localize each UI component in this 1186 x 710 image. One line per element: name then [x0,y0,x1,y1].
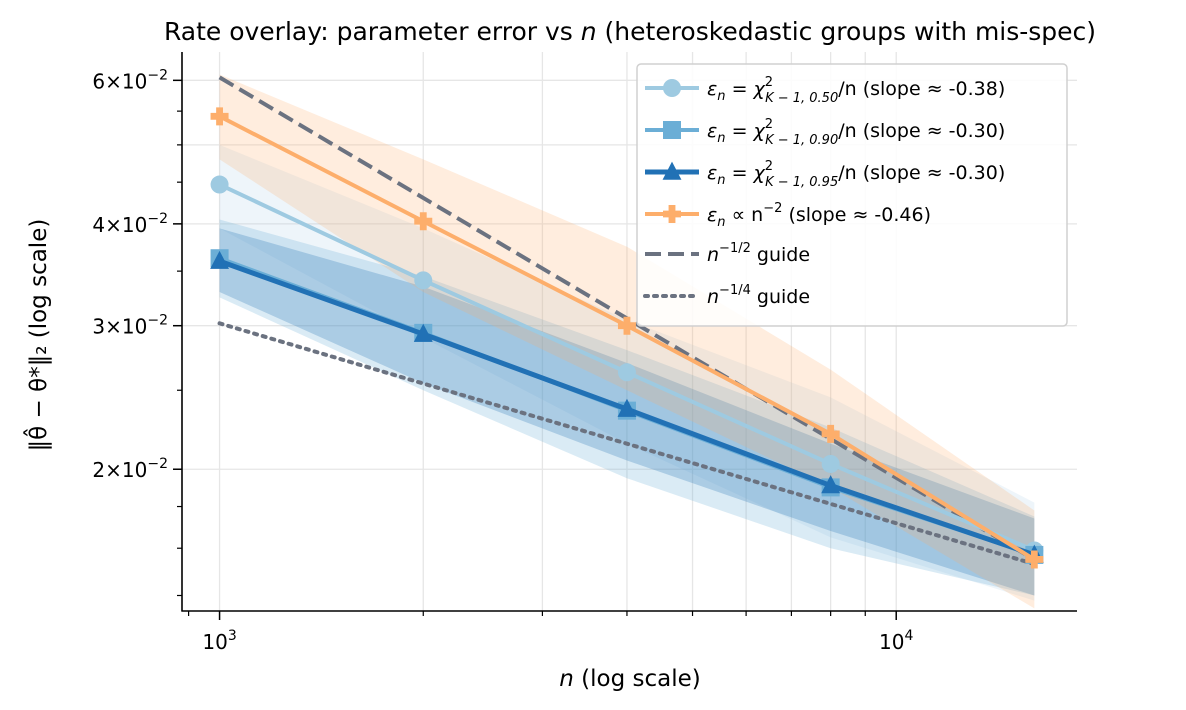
legend-chi: χ [753,162,766,184]
y-tick-exponent: −2 [147,313,168,329]
chart-title: Rate overlay: parameter error vs n (hete… [164,17,1096,46]
legend-sub-n: n [717,89,725,104]
y-axis-label: ‖θ̂ − θ*‖₂ (log scale) [23,219,52,452]
legend-box [636,63,1068,327]
legend-marker [663,121,681,139]
legend-sub: K − 1, 0.50 [765,91,838,106]
title-n: n [581,17,597,46]
y-tick-exponent: −2 [147,211,168,227]
legend-eq: = [726,162,754,184]
legend-sub: K − 1, 0.95 [765,175,838,190]
data-point [210,107,229,126]
x-axis-ticks: 103 104 [188,611,913,654]
y-tick-mantissa: 6×10 [92,69,147,93]
y-axis-ticks: 2×10−23×10−24×10−26×10−2 [92,67,182,597]
y-tick-label: 3×10−2 [92,313,168,339]
x-axis-label: n (log scale) [559,666,700,692]
legend-epsilon: ε [707,204,717,226]
legend-guide-n: n [707,286,719,308]
legend-sup-2: 2 [765,75,773,90]
legend-epsilon: ε [707,78,717,100]
legend-tail: /n (slope ≈ -0.30) [838,120,1005,142]
x-tick-exponent: 4 [904,628,913,644]
x-tick-mantissa: 10 [879,630,904,654]
legend-guide-label-2: n−1/4 guide [707,283,810,308]
y-tick-mantissa: 3×10 [92,315,147,339]
legend-marker [662,161,682,180]
legend-label-1: εn = χ2 K − 1, 0.50/n (slope ≈ -0.38) [707,75,1005,106]
legend-chi: χ [753,120,766,142]
x-tick-mantissa: 10 [202,630,227,654]
legend-guide-sup: −1/2 [719,241,751,256]
legend-sup-2: 2 [765,117,773,132]
legend-label-2: εn = χ2 K − 1, 0.90/n (slope ≈ -0.30) [707,117,1005,148]
legend: εn = χ2 K − 1, 0.50/n (slope ≈ -0.38)εn =… [636,63,1068,327]
legend-eq: = [726,120,754,142]
legend-sup-2: 2 [765,159,773,174]
legend-guide-n: n [707,244,719,266]
data-point [617,316,636,335]
legend-tail: /n (slope ≈ -0.38) [838,78,1005,100]
x-tick-label: 103 [202,628,236,654]
y-tick-exponent: −2 [147,67,168,83]
series-4 [210,107,1044,569]
x-label-n: n [559,666,574,692]
y-tick-mantissa: 2×10 [92,458,147,482]
data-point [1025,550,1044,569]
data-point [210,250,230,269]
title-text: Rate overlay: parameter error vs [164,17,581,46]
data-point [210,175,229,194]
legend-tail: /n (slope ≈ -0.30) [838,162,1005,184]
y-tick-label: 2×10−2 [92,456,168,482]
legend-guide-sup: −1/4 [719,283,751,298]
data-point [413,323,433,342]
legend-sup: −2 [763,201,782,216]
legend-guide-tail: guide [751,244,810,266]
title-text: (heteroskedastic groups with mis-spec) [597,17,1096,46]
legend-label-3: εn = χ2 K − 1, 0.95/n (slope ≈ -0.30) [707,159,1005,190]
series-group [210,107,1044,569]
guide-line-n-quarter [217,321,1037,567]
data-point [414,271,433,290]
legend-prop: ∝ n [726,204,764,226]
x-label-text: (log scale) [574,666,701,692]
legend-marker [663,205,681,223]
y-tick-exponent: −2 [147,456,168,472]
x-tick-label: 104 [879,628,913,654]
legend-tail: (slope ≈ -0.46) [782,204,931,226]
band-series-4 [219,74,1035,609]
legend-epsilon: ε [707,120,717,142]
legend-chi: χ [753,78,766,100]
data-point [821,475,841,494]
legend-marker [663,79,681,97]
y-tick-mantissa: 4×10 [92,213,147,237]
legend-eq: = [726,78,754,100]
legend-epsilon: ε [707,162,717,184]
data-point [617,398,637,417]
data-point [617,363,636,382]
y-tick-label: 4×10−2 [92,211,168,237]
legend-sub: K − 1, 0.90 [765,133,838,148]
legend-guide-label-1: n−1/2 guide [707,241,810,266]
data-point [821,424,840,443]
data-point [414,212,433,231]
legend-sub-n: n [717,131,725,146]
y-tick-label: 6×10−2 [92,67,168,93]
legend-guide-tail: guide [751,286,810,308]
x-tick-exponent: 3 [228,628,237,644]
legend-sub-n: n [717,215,725,230]
data-point [821,454,840,473]
legend-sub-n: n [717,173,725,188]
legend-label-4: εn ∝ n−2 (slope ≈ -0.46) [707,201,931,230]
